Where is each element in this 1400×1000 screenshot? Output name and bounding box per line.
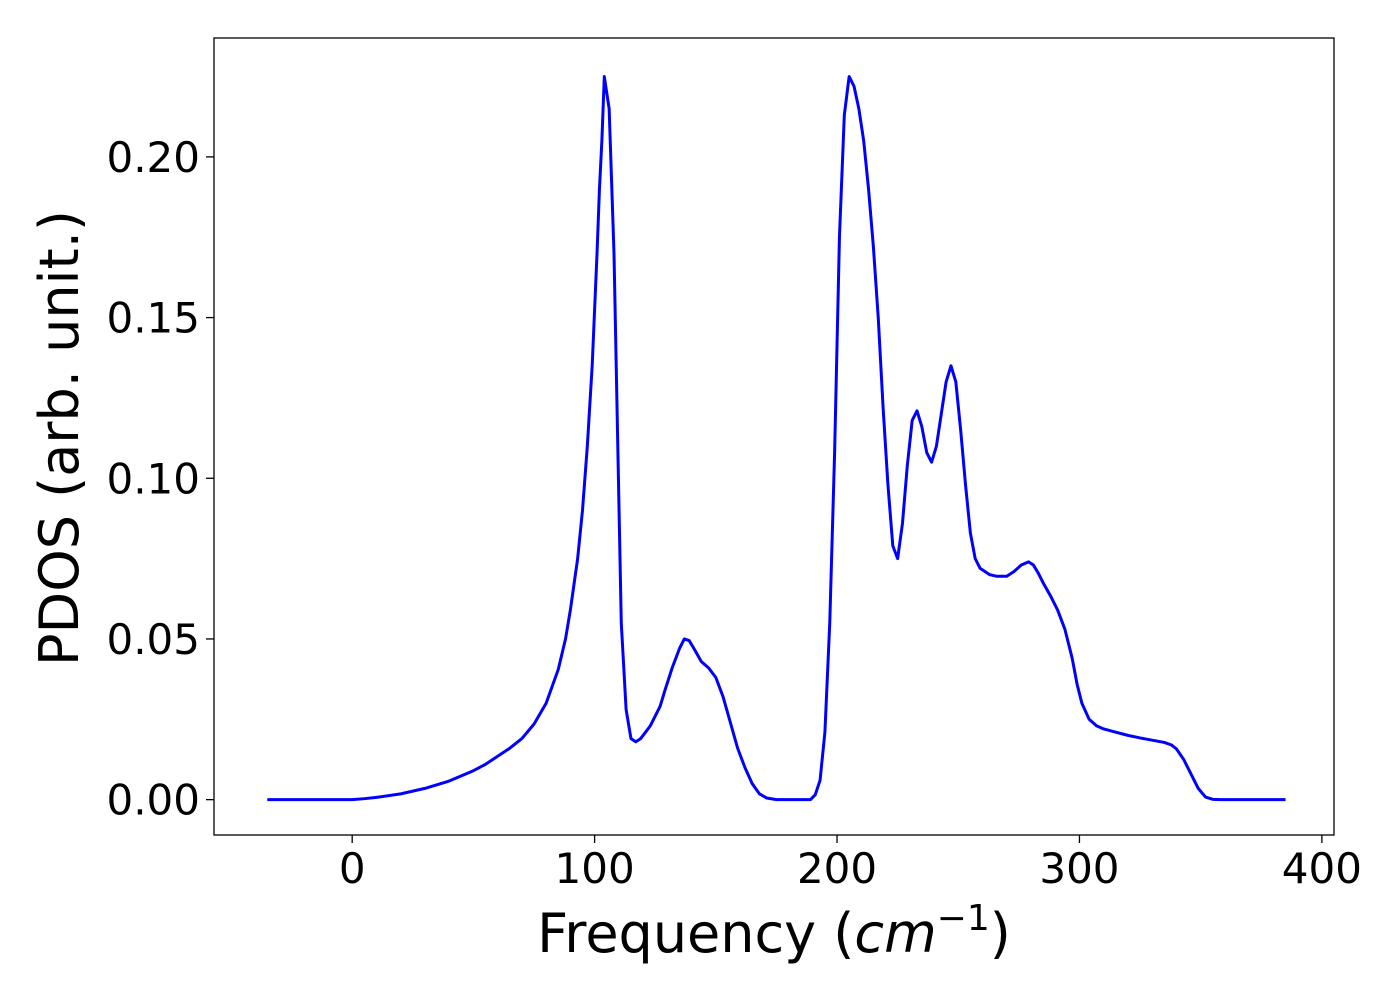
y-tick-label: 0.15 — [106, 294, 200, 343]
series-line-0 — [267, 75, 1286, 802]
x-tick-label: 100 — [555, 844, 635, 893]
y-tick-label: 0.10 — [106, 454, 200, 503]
y-axis-label: PDOS (arb. unit.) — [28, 210, 91, 666]
y-tick-label: 0.20 — [106, 133, 200, 182]
y-tick-label: 0.00 — [106, 776, 200, 825]
x-axis-label: Frequency (cm−1) — [537, 898, 1011, 965]
x-tick-label: 300 — [1039, 844, 1119, 893]
y-tick-label: 0.05 — [106, 615, 200, 664]
x-axis-label-close: ) — [990, 902, 1011, 965]
x-axis-ticks: 0 100 200 300 400 — [339, 835, 1362, 893]
x-tick-label: 400 — [1282, 844, 1362, 893]
x-axis-label-unit: cm — [854, 902, 936, 965]
plot-area-frame — [213, 37, 1335, 836]
plot-content — [267, 75, 1286, 802]
x-axis-label-text: Frequency ( — [537, 902, 854, 965]
x-tick-label: 0 — [339, 844, 366, 893]
x-tick-label: 200 — [797, 844, 877, 893]
x-axis-label-exponent: −1 — [937, 898, 990, 939]
y-axis-ticks: 0.00 0.05 0.10 0.15 0.20 — [106, 133, 214, 825]
